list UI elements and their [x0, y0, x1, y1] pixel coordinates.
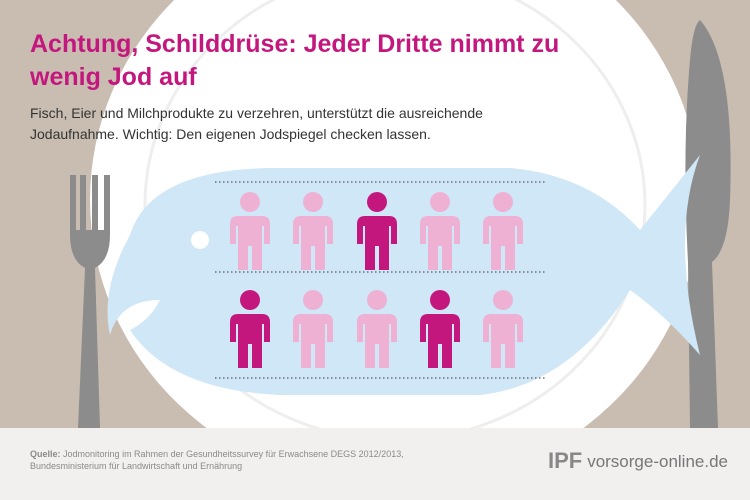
person-icon [293, 192, 333, 270]
person-icon [230, 290, 270, 368]
person-icon [293, 290, 333, 368]
person-icon [483, 290, 523, 368]
source-text: Jodmonitoring im Rahmen der Gesundheitss… [30, 449, 404, 471]
brand: vorsorge-online.de [587, 452, 728, 471]
source-label: Quelle: [30, 449, 61, 459]
footer: Quelle: Jodmonitoring im Rahmen der Gesu… [0, 428, 750, 500]
fish-eye [191, 231, 209, 249]
pictogram [230, 192, 523, 368]
knife [685, 20, 731, 428]
fork [70, 175, 110, 428]
person-icon [357, 290, 397, 368]
source: Quelle: Jodmonitoring im Rahmen der Gesu… [30, 448, 450, 472]
logo: IPF [548, 448, 583, 473]
illustration [70, 0, 731, 428]
subtitle: Fisch, Eier und Milchprodukte zu verzehr… [30, 105, 483, 142]
person-icon [230, 192, 270, 270]
person-icon [357, 192, 397, 270]
person-icon [420, 192, 460, 270]
person-icon [420, 290, 460, 368]
plate-rim [143, 0, 647, 428]
title: Achtung, Schilddrüse: Jeder Dritte nimmt… [30, 30, 560, 91]
person-icon [483, 192, 523, 270]
